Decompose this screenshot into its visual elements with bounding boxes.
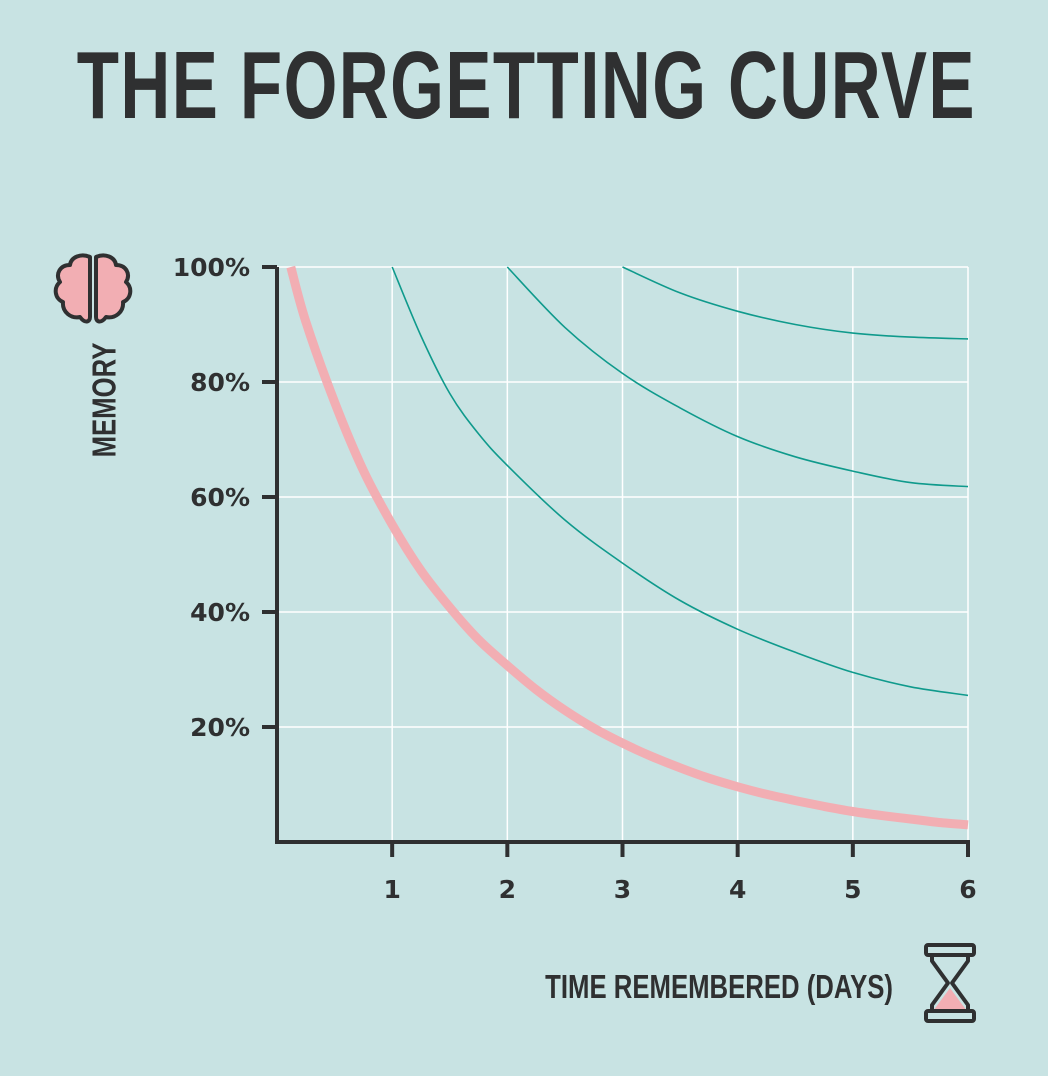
series-line-review-1 (391, 266, 969, 697)
x-tick-label: 2 (499, 875, 516, 904)
y-tick-label: 20% (190, 713, 250, 742)
y-axis-label: MEMORY (87, 342, 124, 457)
x-tick-label: 5 (844, 875, 861, 904)
series-line-review-2 (506, 266, 969, 488)
grid-lines (277, 266, 969, 842)
x-tick-label: 3 (614, 875, 631, 904)
x-tick-label: 6 (959, 875, 976, 904)
series-line-review-3 (622, 266, 969, 340)
y-tick-label: 40% (190, 598, 250, 627)
x-tick-label: 4 (729, 875, 746, 904)
axes (262, 265, 970, 857)
x-tick-label: 1 (383, 875, 400, 904)
y-tick-label: 80% (190, 368, 250, 397)
series-line-forgetting (286, 265, 969, 830)
hourglass-icon (924, 943, 976, 1023)
y-tick-label: 60% (190, 483, 250, 512)
chart-title: THE FORGETTING CURVE (76, 32, 976, 139)
y-tick-label: 100% (173, 253, 250, 282)
tick-labels: 1 2 3 4 5 6 20% 40% 60% 80% 100% (173, 253, 977, 904)
series-lines (286, 265, 969, 830)
brain-icon (53, 253, 133, 324)
x-axis-label: TIME REMEMBERED (DAYS) (545, 969, 893, 1006)
